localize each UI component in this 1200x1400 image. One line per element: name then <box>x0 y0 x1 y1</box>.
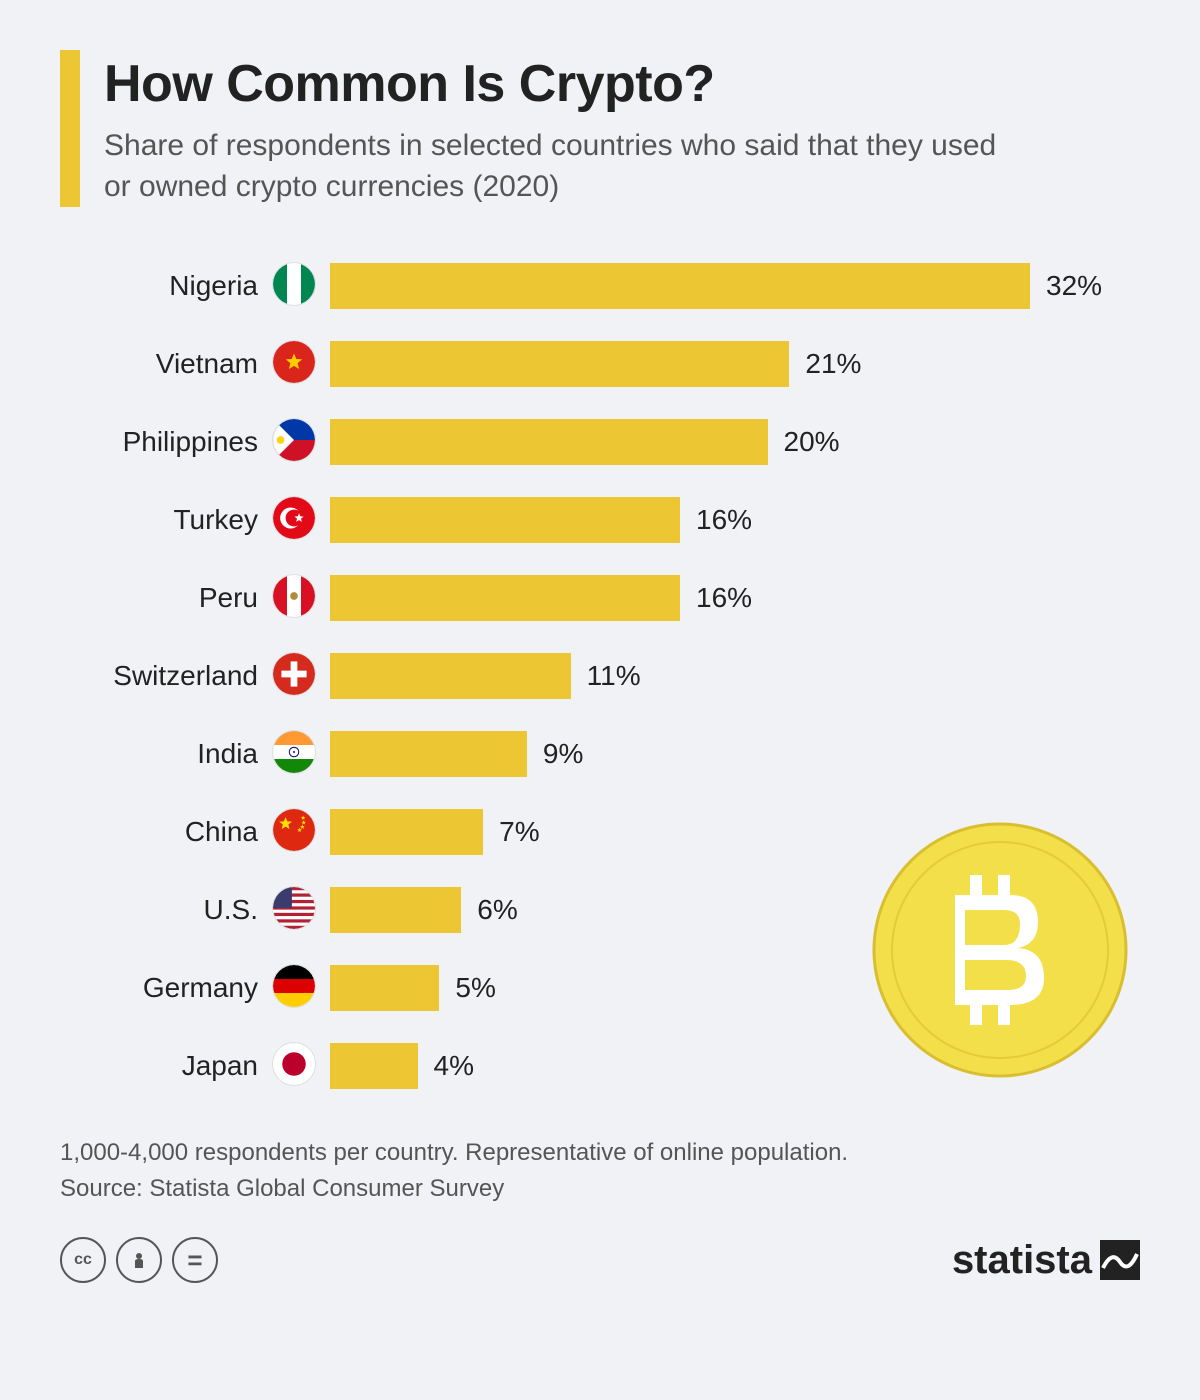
country-label: Nigeria <box>169 270 258 302</box>
flag-icon <box>272 340 316 389</box>
country-label: Germany <box>143 972 258 1004</box>
country-label: Turkey <box>173 504 258 536</box>
bar-value: 11% <box>587 660 641 692</box>
flag-icon <box>272 886 316 935</box>
bar-cell: 16% <box>330 497 1140 543</box>
bar-row: Vietnam 21% <box>60 325 1140 403</box>
footer-note: 1,000-4,000 respondents per country. Rep… <box>60 1135 1140 1207</box>
label-cell: Nigeria <box>60 262 330 311</box>
bar-cell: 21% <box>330 341 1140 387</box>
bar-cell: 20% <box>330 419 1140 465</box>
label-cell: Vietnam <box>60 340 330 389</box>
flag-icon <box>272 1042 316 1091</box>
bar-row: Switzerland 11% <box>60 637 1140 715</box>
label-cell: Philippines <box>60 418 330 467</box>
label-cell: U.S. <box>60 886 330 935</box>
bar <box>330 341 789 387</box>
country-label: Switzerland <box>113 660 258 692</box>
country-label: Vietnam <box>156 348 258 380</box>
label-cell: Germany <box>60 964 330 1013</box>
country-label: China <box>185 816 258 848</box>
bar <box>330 419 768 465</box>
nd-license-icon: = <box>172 1237 218 1283</box>
bottom-bar: cc = statista <box>60 1237 1140 1283</box>
brand-logo: statista <box>952 1238 1140 1283</box>
flag-icon <box>272 730 316 779</box>
header: How Common Is Crypto? Share of responden… <box>60 50 1140 207</box>
country-label: India <box>197 738 258 770</box>
bar-value: 5% <box>455 972 495 1004</box>
accent-bar <box>60 50 80 207</box>
label-cell: Japan <box>60 1042 330 1091</box>
bar <box>330 263 1030 309</box>
label-cell: Peru <box>60 574 330 623</box>
bar-value: 9% <box>543 738 583 770</box>
bitcoin-icon <box>870 820 1130 1085</box>
bar <box>330 887 461 933</box>
chart-subtitle: Share of respondents in selected countri… <box>104 126 1004 207</box>
bar-cell: 9% <box>330 731 1140 777</box>
bar <box>330 965 439 1011</box>
bar-row: India 9% <box>60 715 1140 793</box>
country-label: U.S. <box>204 894 258 926</box>
label-cell: India <box>60 730 330 779</box>
label-cell: Switzerland <box>60 652 330 701</box>
flag-icon <box>272 808 316 857</box>
footer-note-line-1: 1,000-4,000 respondents per country. Rep… <box>60 1135 1140 1171</box>
country-label: Philippines <box>123 426 258 458</box>
bar-value: 6% <box>477 894 517 926</box>
bar-cell: 11% <box>330 653 1140 699</box>
brand-wave-icon <box>1100 1240 1140 1280</box>
bar-value: 16% <box>696 504 752 536</box>
label-cell: China <box>60 808 330 857</box>
flag-icon <box>272 574 316 623</box>
country-label: Peru <box>199 582 258 614</box>
brand-text: statista <box>952 1238 1092 1283</box>
bar-value: 7% <box>499 816 539 848</box>
bar <box>330 731 527 777</box>
by-license-icon <box>116 1237 162 1283</box>
flag-icon <box>272 652 316 701</box>
bar-value: 20% <box>784 426 840 458</box>
country-label: Japan <box>182 1050 258 1082</box>
footer-note-line-2: Source: Statista Global Consumer Survey <box>60 1171 1140 1207</box>
label-cell: Turkey <box>60 496 330 545</box>
chart-title: How Common Is Crypto? <box>104 54 1004 114</box>
flag-icon <box>272 496 316 545</box>
bar-value: 16% <box>696 582 752 614</box>
bar-row: Turkey 16% <box>60 481 1140 559</box>
bar <box>330 809 483 855</box>
bar-row: Philippines 20% <box>60 403 1140 481</box>
bar <box>330 497 680 543</box>
bar <box>330 653 571 699</box>
bar-value: 32% <box>1046 270 1102 302</box>
bar <box>330 575 680 621</box>
bar-value: 21% <box>805 348 861 380</box>
flag-icon <box>272 418 316 467</box>
license-icons: cc = <box>60 1237 218 1283</box>
flag-icon <box>272 262 316 311</box>
bar-cell: 16% <box>330 575 1140 621</box>
cc-license-icon: cc <box>60 1237 106 1283</box>
flag-icon <box>272 964 316 1013</box>
bar-cell: 32% <box>330 263 1140 309</box>
header-text: How Common Is Crypto? Share of responden… <box>104 50 1004 207</box>
bar-row: Nigeria 32% <box>60 247 1140 325</box>
bar-row: Peru 16% <box>60 559 1140 637</box>
bar-value: 4% <box>434 1050 474 1082</box>
bar <box>330 1043 418 1089</box>
